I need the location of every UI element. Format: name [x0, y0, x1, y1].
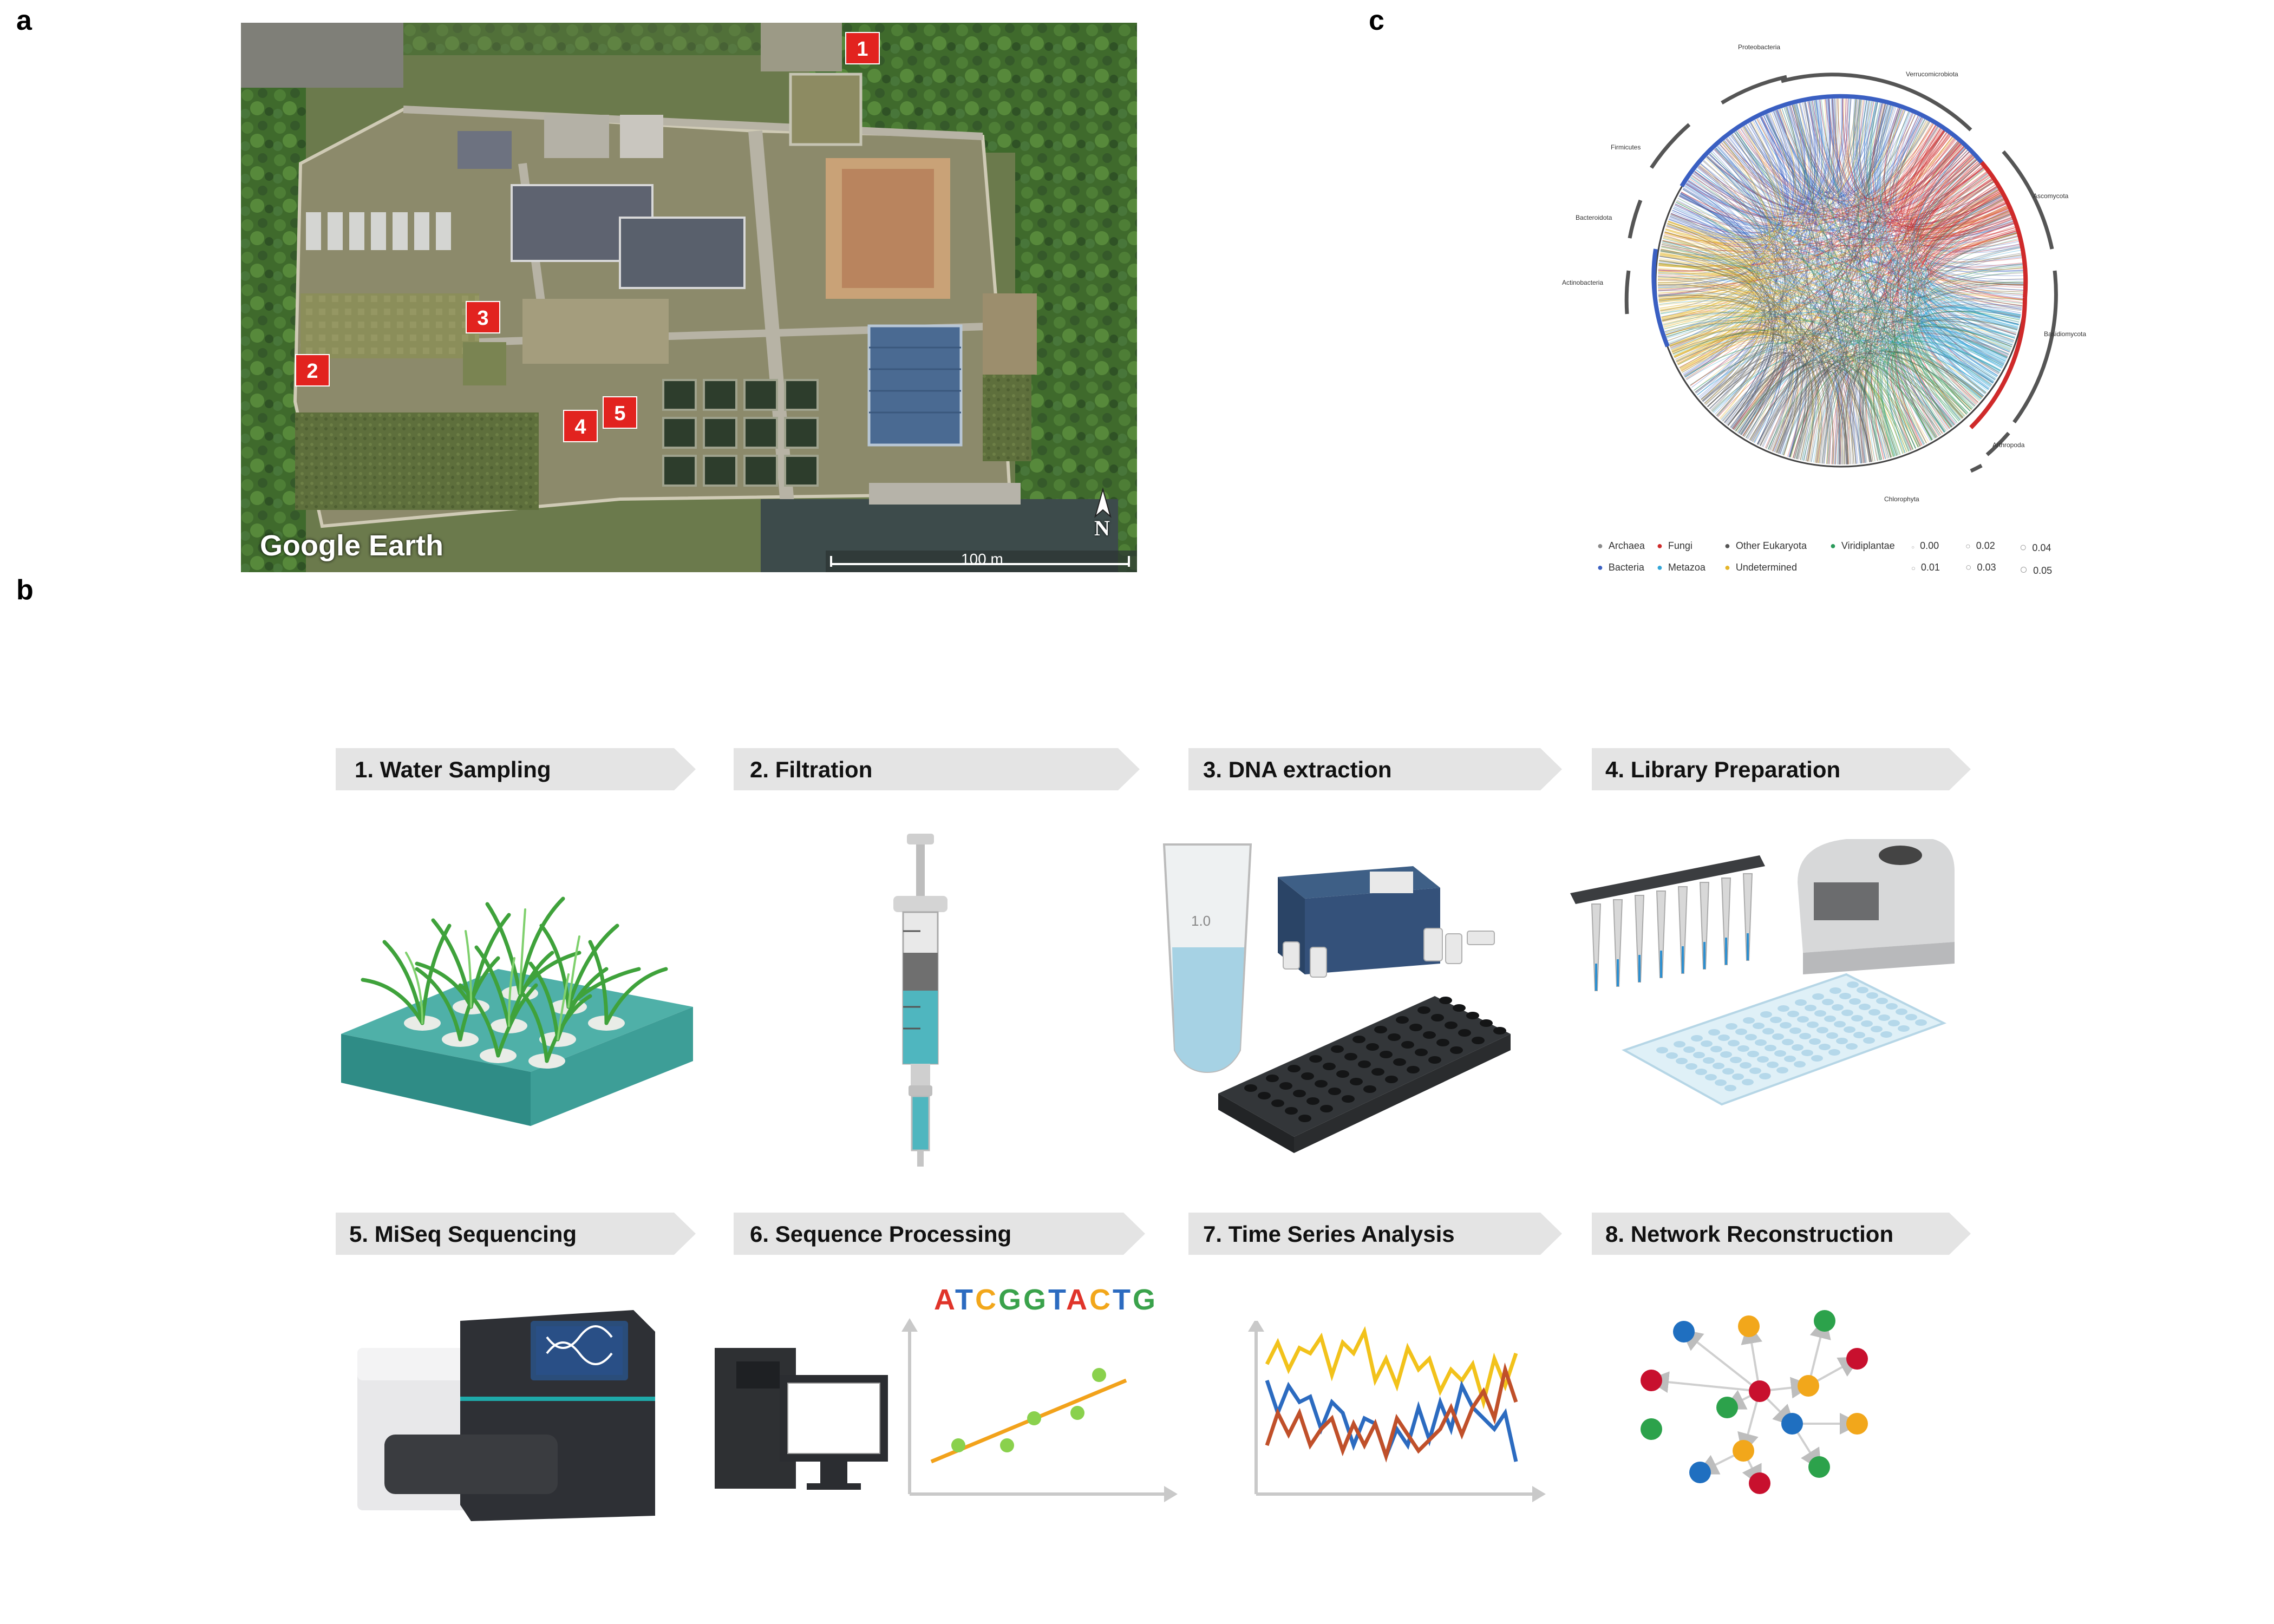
network-node — [1641, 1370, 1662, 1391]
network-node — [1733, 1440, 1754, 1462]
rice-paddy-illustration — [341, 896, 693, 1126]
arc-label-arthropoda: Arthropoda — [1992, 441, 2025, 449]
legend-size-0: ○ 0.00 — [1911, 540, 1939, 551]
library-prep-illustration — [1570, 839, 1955, 1106]
step-label-1: 1. Water Sampling — [355, 757, 551, 782]
base-6: A — [1066, 1284, 1090, 1316]
compass-label: N — [1094, 516, 1110, 540]
syringe-illustration — [893, 834, 948, 1167]
step-label-4: 4. Library Preparation — [1605, 757, 1841, 782]
panel-letter-a: a — [16, 5, 32, 36]
legend-size-2: ○ 0.02 — [1965, 540, 1995, 551]
site-marker-4: 4 — [563, 410, 598, 442]
sequencer-illustration — [357, 1310, 655, 1521]
step-label-5: 5. MiSeq Sequencing — [349, 1221, 577, 1247]
network-illustration — [1641, 1310, 1868, 1494]
network-node — [1689, 1462, 1711, 1483]
panel-letter-b: b — [16, 574, 34, 606]
base-8: T — [1113, 1284, 1133, 1316]
legend-item-viridiplantae: ● Viridiplantae — [1830, 540, 1895, 551]
base-4: G — [1023, 1284, 1049, 1316]
network-node — [1846, 1413, 1868, 1435]
chord-diagram: Proteobacteria Verrucomicrobiota Firmicu… — [1559, 43, 2122, 520]
arc-label-proteobacteria: Proteobacteria — [1738, 43, 1781, 51]
panel-letter-c: c — [1369, 5, 1384, 36]
step-label-3: 3. DNA extraction — [1203, 757, 1392, 782]
arc-label-basidiomycota: Basidiomycota — [2044, 330, 2087, 338]
base-3: G — [998, 1284, 1024, 1316]
legend-size-3: ○ 0.03 — [1965, 562, 1996, 573]
legend-size-1: ○ 0.01 — [1911, 562, 1940, 573]
base-7: C — [1089, 1284, 1113, 1316]
legend-item-other-eukaryota: ● Other Eukaryota — [1724, 540, 1807, 551]
legend-size-5: ○ 0.05 — [2020, 562, 2053, 577]
step-label-7: 7. Time Series Analysis — [1203, 1221, 1455, 1247]
time-series-illustration — [1248, 1321, 1546, 1502]
arc-label-bacteroidota: Bacteroidota — [1576, 214, 1612, 221]
north-arrow-icon — [1094, 487, 1112, 518]
base-2: C — [975, 1284, 998, 1316]
scale-label: 100 m — [961, 551, 1003, 567]
network-node — [1749, 1380, 1770, 1402]
dna-sequence-text: ATCGGTACTG — [934, 1283, 1158, 1317]
legend-item-bacteria: ● Bacteria — [1597, 562, 1644, 573]
step-label-8: 8. Network Reconstruction — [1605, 1221, 1894, 1247]
arc-label-ascomycota: Ascomycota — [2033, 192, 2069, 200]
network-node — [1846, 1348, 1868, 1370]
legend-item-archaea: ● Archaea — [1597, 540, 1645, 551]
network-node — [1641, 1418, 1662, 1440]
arc-label-chlorophyta: Chlorophyta — [1884, 495, 1919, 503]
network-node — [1738, 1315, 1760, 1337]
network-node — [1673, 1321, 1695, 1343]
site-marker-3: 3 — [466, 301, 500, 333]
arc-label-verrucomicrobiota: Verrucomicrobiota — [1906, 70, 1958, 78]
tube-volume-label: 1.0 — [1191, 913, 1211, 929]
network-node — [1716, 1397, 1738, 1418]
site-marker-5: 5 — [603, 396, 637, 429]
site-marker-1: 1 — [845, 32, 880, 64]
network-node — [1814, 1310, 1835, 1332]
base-5: T — [1048, 1284, 1067, 1316]
site-marker-2: 2 — [295, 354, 330, 387]
base-1: T — [955, 1284, 975, 1316]
satellite-map: 1 2 3 4 5 Google Earth N 100 m — [241, 23, 1137, 572]
google-earth-watermark: Google Earth — [260, 529, 444, 562]
arc-label-actinobacteria: Actinobacteria — [1562, 279, 1604, 286]
base-9: G — [1133, 1284, 1158, 1316]
arc-label-firmicutes: Firmicutes — [1611, 143, 1641, 151]
chord-legend: ● Archaea ● Fungi ● Other Eukaryota ● Vi… — [1597, 540, 2084, 584]
network-node — [1798, 1375, 1819, 1397]
network-node — [1781, 1413, 1803, 1435]
step-label-6: 6. Sequence Processing — [750, 1221, 1012, 1247]
sequence-processing-illustration — [715, 1318, 1178, 1502]
legend-size-4: ○ 0.04 — [2020, 540, 2051, 554]
legend-item-fungi: ● Fungi — [1657, 540, 1693, 551]
legend-item-metazoa: ● Metazoa — [1657, 562, 1706, 573]
dna-extraction-illustration: 1.0 — [1162, 843, 1511, 1153]
base-0: A — [934, 1284, 955, 1316]
step-label-2: 2. Filtration — [750, 757, 873, 782]
network-node — [1749, 1472, 1770, 1494]
network-node — [1808, 1456, 1830, 1478]
legend-item-undetermined: ● Undetermined — [1724, 562, 1797, 573]
